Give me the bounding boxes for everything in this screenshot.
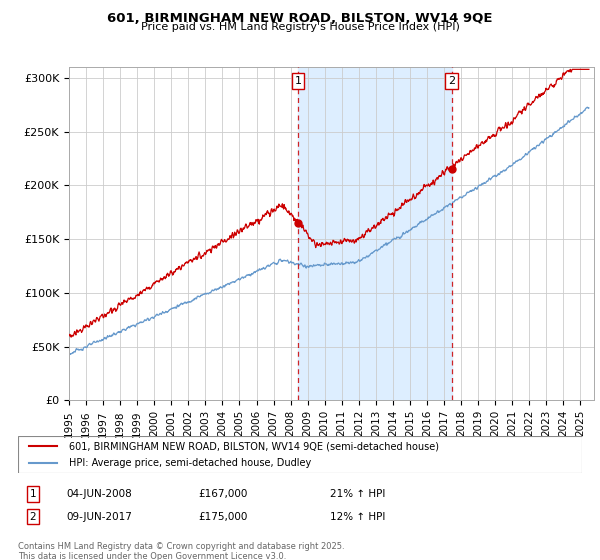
Text: £167,000: £167,000: [198, 489, 247, 499]
Text: £175,000: £175,000: [198, 512, 247, 522]
Text: 1: 1: [29, 489, 37, 499]
Text: HPI: Average price, semi-detached house, Dudley: HPI: Average price, semi-detached house,…: [69, 458, 311, 468]
Text: 601, BIRMINGHAM NEW ROAD, BILSTON, WV14 9QE (semi-detached house): 601, BIRMINGHAM NEW ROAD, BILSTON, WV14 …: [69, 441, 439, 451]
Text: 601, BIRMINGHAM NEW ROAD, BILSTON, WV14 9QE: 601, BIRMINGHAM NEW ROAD, BILSTON, WV14 …: [107, 12, 493, 25]
Text: 2: 2: [448, 76, 455, 86]
Text: Contains HM Land Registry data © Crown copyright and database right 2025.
This d: Contains HM Land Registry data © Crown c…: [18, 542, 344, 560]
Text: Price paid vs. HM Land Registry's House Price Index (HPI): Price paid vs. HM Land Registry's House …: [140, 22, 460, 32]
Text: 04-JUN-2008: 04-JUN-2008: [66, 489, 132, 499]
Text: 1: 1: [295, 76, 301, 86]
Text: 09-JUN-2017: 09-JUN-2017: [66, 512, 132, 522]
Text: 2: 2: [29, 512, 37, 522]
Text: 21% ↑ HPI: 21% ↑ HPI: [330, 489, 385, 499]
Text: 12% ↑ HPI: 12% ↑ HPI: [330, 512, 385, 522]
